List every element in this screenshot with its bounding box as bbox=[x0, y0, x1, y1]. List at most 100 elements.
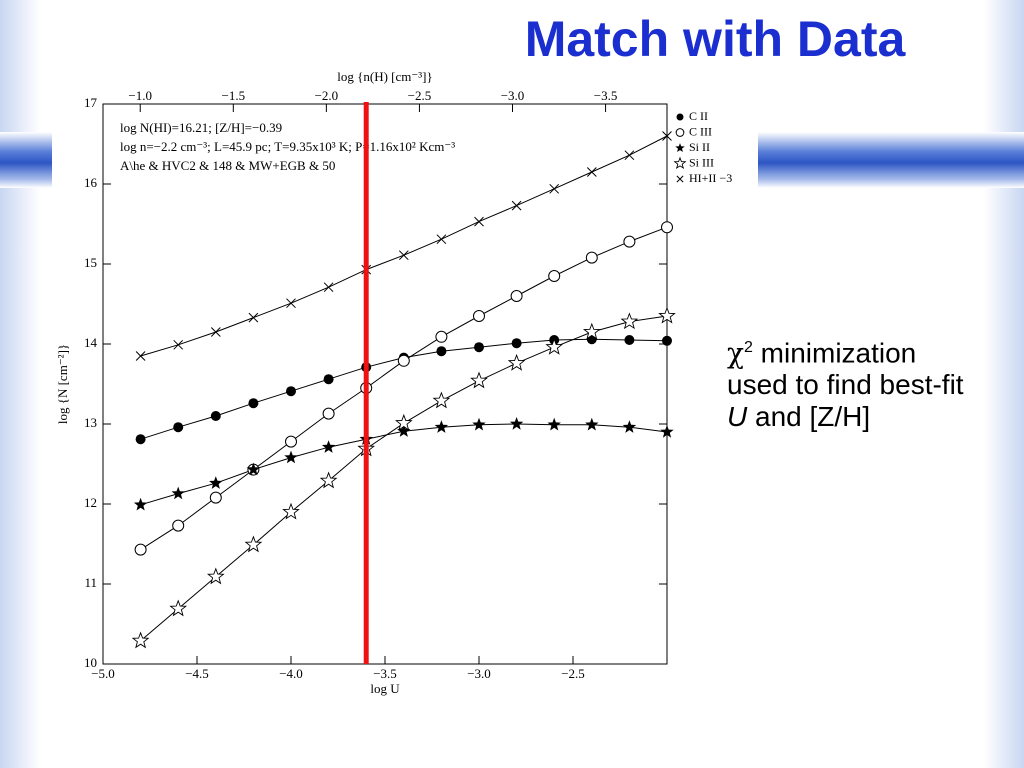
x-tick-label: −3.5 bbox=[373, 666, 397, 681]
data-point bbox=[436, 234, 447, 245]
data-point bbox=[585, 251, 598, 264]
data-point bbox=[511, 338, 522, 349]
data-point bbox=[549, 183, 560, 194]
y-tick-label: 15 bbox=[84, 255, 97, 270]
data-point bbox=[432, 391, 451, 409]
data-point bbox=[398, 250, 409, 261]
data-point bbox=[658, 306, 676, 324]
data-point bbox=[286, 298, 296, 309]
y-tick-label: 14 bbox=[84, 335, 98, 350]
data-point bbox=[285, 435, 297, 448]
legend-label: HI+II −3 bbox=[689, 171, 732, 185]
data-point bbox=[246, 462, 261, 476]
data-point bbox=[323, 374, 334, 385]
data-point bbox=[547, 417, 561, 431]
y-tick-label: 10 bbox=[84, 655, 97, 670]
legend-symbol bbox=[675, 143, 685, 152]
x2-axis-label: log {n(H) [cm⁻³]} bbox=[337, 69, 432, 84]
data-point bbox=[172, 519, 185, 532]
x2-tick-label: −2.0 bbox=[315, 88, 339, 103]
text: 2 bbox=[743, 339, 753, 356]
legend-symbol bbox=[673, 156, 687, 170]
x-tick-label: −2.5 bbox=[561, 666, 585, 681]
legend-label: C III bbox=[689, 124, 712, 138]
side-text: χ2 minimization used to find best-fit U … bbox=[727, 332, 977, 433]
data-point bbox=[210, 327, 221, 337]
data-point bbox=[135, 434, 146, 445]
data-point bbox=[585, 417, 599, 431]
x-tick-label: −3.0 bbox=[467, 666, 491, 681]
data-point bbox=[397, 354, 410, 367]
y-tick-label: 16 bbox=[84, 175, 98, 190]
data-point bbox=[322, 407, 335, 420]
data-point bbox=[434, 420, 449, 433]
data-point bbox=[284, 450, 298, 464]
x-tick-label: −4.0 bbox=[279, 666, 303, 681]
x2-tick-label: −3.5 bbox=[594, 88, 618, 103]
x2-tick-label: −1.0 bbox=[128, 88, 152, 103]
data-point bbox=[474, 342, 484, 353]
data-point bbox=[624, 335, 635, 345]
chart-background bbox=[52, 70, 758, 690]
data-point bbox=[436, 346, 447, 357]
data-point bbox=[474, 216, 484, 227]
text: U bbox=[727, 401, 748, 433]
annotation: A\he & HVC2 & 148 & MW+EGB & 50 bbox=[120, 158, 335, 173]
data-point bbox=[323, 282, 334, 293]
data-point bbox=[548, 270, 561, 282]
legend-symbol bbox=[675, 128, 685, 137]
legend-label: C II bbox=[689, 109, 708, 123]
data-point bbox=[319, 471, 338, 489]
data-point bbox=[470, 371, 488, 389]
data-point bbox=[210, 411, 221, 421]
text: minimization used to find best-fit bbox=[727, 337, 964, 401]
data-point bbox=[435, 330, 448, 343]
x-axis-label: log U bbox=[370, 681, 400, 696]
background-band bbox=[984, 0, 1024, 768]
data-point bbox=[248, 398, 259, 409]
data-point bbox=[510, 290, 523, 302]
y-tick-label: 11 bbox=[84, 575, 97, 590]
annotation: log N(HI)=16.21; [Z/H]=−0.39 bbox=[120, 120, 282, 135]
data-point bbox=[131, 631, 150, 649]
data-point bbox=[661, 221, 673, 234]
x-tick-label: −5.0 bbox=[91, 666, 115, 681]
legend-symbol bbox=[676, 175, 684, 183]
data-point bbox=[622, 420, 637, 433]
data-point bbox=[509, 417, 524, 430]
data-point bbox=[173, 422, 184, 433]
y-tick-label: 12 bbox=[84, 495, 97, 510]
data-point bbox=[321, 440, 336, 453]
data-point bbox=[282, 502, 300, 520]
data-point bbox=[623, 235, 636, 248]
data-point bbox=[171, 486, 185, 500]
data-point bbox=[286, 386, 296, 397]
x2-tick-label: −1.5 bbox=[222, 88, 246, 103]
data-point bbox=[173, 339, 184, 350]
y-tick-label: 13 bbox=[84, 415, 97, 430]
data-point bbox=[582, 322, 601, 340]
data-point bbox=[133, 497, 148, 511]
text: χ bbox=[727, 336, 744, 370]
data-point bbox=[473, 310, 485, 322]
data-point bbox=[209, 491, 222, 504]
x-tick-label: −4.5 bbox=[185, 666, 209, 681]
data-point bbox=[507, 353, 526, 371]
data-point bbox=[511, 200, 522, 211]
slide-title: Match with Data bbox=[524, 11, 906, 67]
data-point bbox=[545, 337, 564, 355]
data-point bbox=[586, 167, 597, 177]
data-point bbox=[206, 567, 225, 585]
data-point bbox=[397, 424, 411, 437]
legend-label: Si II bbox=[689, 140, 710, 154]
data-point bbox=[209, 476, 223, 489]
data-point bbox=[662, 335, 672, 346]
x2-tick-label: −2.5 bbox=[408, 88, 432, 103]
data-point bbox=[394, 413, 413, 431]
data-point bbox=[134, 543, 147, 556]
data-point bbox=[135, 351, 146, 361]
x2-tick-label: −3.0 bbox=[501, 88, 525, 103]
y-axis-label: log {N [cm⁻²]} bbox=[55, 344, 70, 424]
data-point bbox=[620, 312, 639, 330]
